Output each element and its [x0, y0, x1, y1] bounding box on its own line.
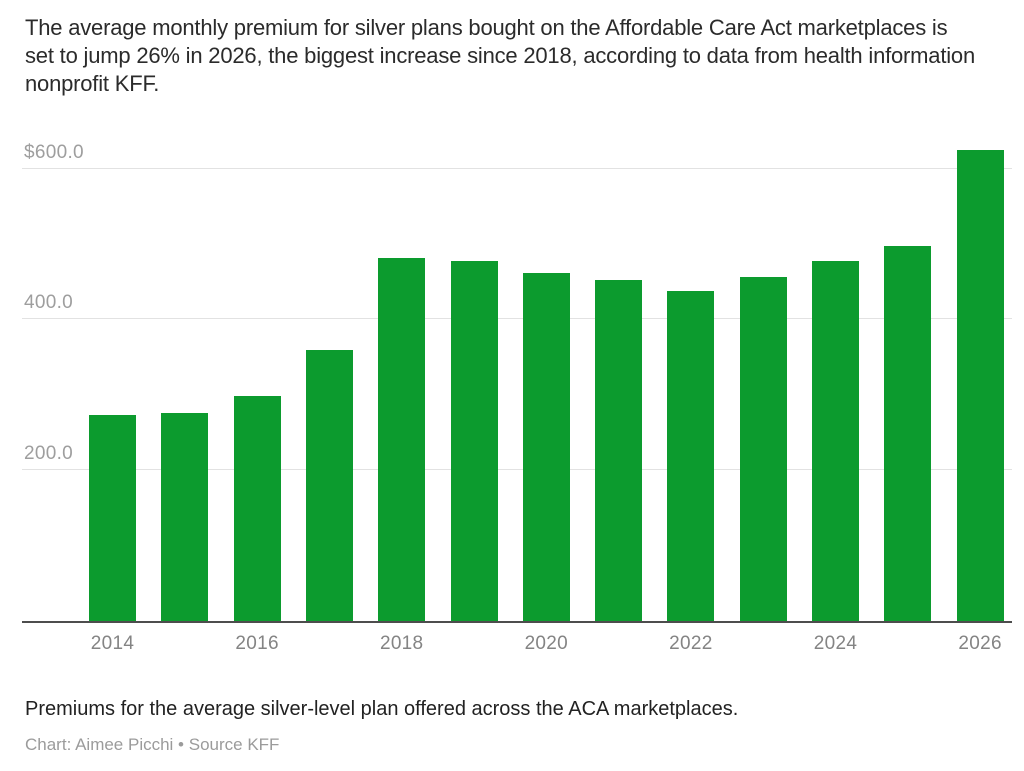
bar-2023[interactable]	[739, 277, 787, 621]
chart-credit: Chart: Aimee Picchi • Source KFF	[25, 735, 280, 754]
bar-2025[interactable]	[884, 246, 932, 621]
chart-note: Premiums for the average silver-level pl…	[25, 698, 739, 720]
gridline-600	[22, 167, 1012, 169]
bar-2017[interactable]	[305, 350, 353, 621]
bar-chart: 200.0 400.0 $600.0 2014 2016 2018 2020 2022 202…	[22, 140, 1012, 659]
x-tick-label-2026: 2026	[958, 633, 1002, 654]
x-tick-label-2016: 2016	[235, 633, 279, 654]
x-tick-label-2020: 2020	[524, 633, 569, 654]
plot-area: 200.0 400.0 $600.0	[22, 140, 1012, 623]
x-tick-label-2022: 2022	[669, 633, 713, 654]
x-axis-labels: 2014 2016 2018 2020 2022 2024 2026	[22, 623, 1012, 659]
bar-2016[interactable]	[233, 396, 281, 621]
y-tick-label-600: $600.0	[24, 141, 84, 163]
x-tick-label-2024: 2024	[813, 633, 858, 654]
gridline-200	[22, 469, 1012, 471]
bar-2015[interactable]	[161, 413, 209, 621]
x-tick-label-2018: 2018	[379, 633, 424, 654]
gridline-400	[22, 318, 1012, 320]
y-tick-label-200: 200.0	[24, 443, 74, 465]
y-tick-label-400: 400.0	[24, 292, 74, 314]
bar-2021[interactable]	[595, 280, 643, 621]
bar-2026[interactable]	[956, 150, 1004, 621]
bar-2014[interactable]	[89, 415, 136, 621]
x-tick-label-2014: 2014	[90, 633, 135, 654]
chart-headline: The average monthly premium for silver p…	[25, 15, 976, 96]
bar-2020[interactable]	[522, 273, 570, 621]
bar-2024[interactable]	[812, 261, 859, 621]
bar-2019[interactable]	[450, 261, 498, 621]
bar-2018[interactable]	[378, 258, 426, 621]
bar-2022[interactable]	[667, 291, 715, 621]
